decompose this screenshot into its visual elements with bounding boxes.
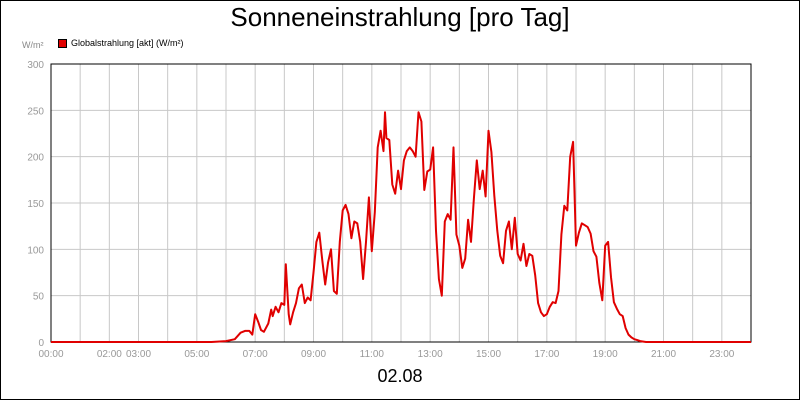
x-tick-label: 00:00	[38, 349, 63, 360]
y-tick-label: 100	[27, 245, 44, 256]
x-tick-label: 17:00	[534, 349, 559, 360]
y-unit-label: W/m²	[22, 40, 44, 50]
y-tick-label: 200	[27, 153, 44, 164]
x-tick-label: 13:00	[418, 349, 443, 360]
legend-swatch	[58, 38, 67, 48]
y-tick-label: 50	[33, 292, 45, 303]
x-tick-label: 19:00	[593, 349, 618, 360]
x-tick-label: 15:00	[476, 349, 501, 360]
x-tick-label: 21:00	[651, 349, 676, 360]
plot-border	[50, 63, 752, 343]
legend-label: Globalstrahlung [akt] (W/m²)	[71, 38, 184, 48]
y-tick-label: 0	[38, 338, 44, 349]
x-tick-label: 11:00	[360, 349, 385, 360]
x-axis-label: 02.08	[377, 366, 423, 386]
x-tick-label: 03:00	[126, 349, 151, 360]
series-line	[51, 111, 751, 343]
chart-title: Sonneneinstrahlung [pro Tag]	[230, 2, 570, 32]
y-tick-label: 150	[27, 199, 44, 210]
x-tick-label: 05:00	[184, 349, 209, 360]
x-tick-label: 09:00	[301, 349, 326, 360]
x-tick-label: 02:00	[97, 349, 122, 360]
y-tick-label: 250	[27, 106, 44, 117]
legend: Globalstrahlung [akt] (W/m²)	[58, 38, 184, 48]
x-tick-label: 07:00	[243, 349, 268, 360]
y-tick-label: 300	[27, 60, 44, 71]
x-tick-label: 23:00	[709, 349, 734, 360]
